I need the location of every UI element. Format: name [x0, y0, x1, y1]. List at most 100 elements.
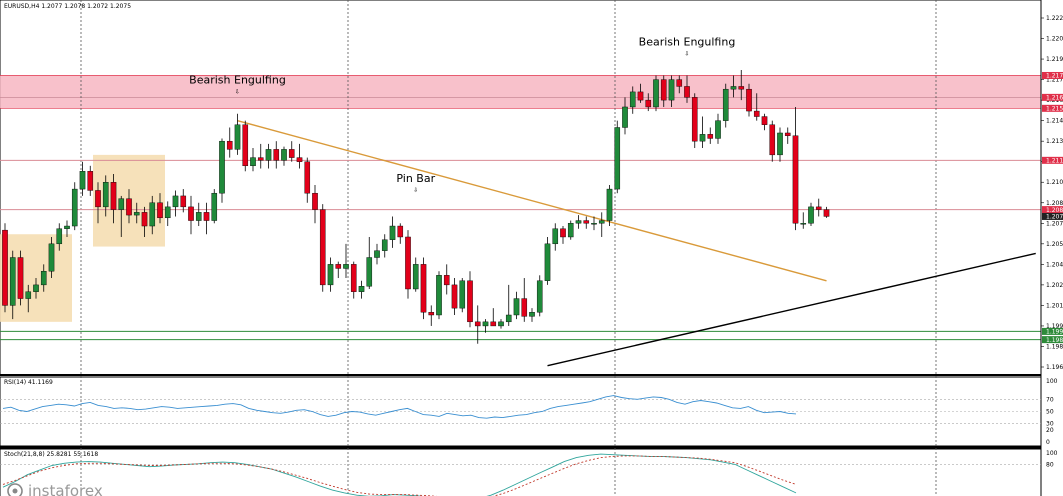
- candle-body: [389, 225, 396, 240]
- candle: [668, 75, 675, 107]
- candle-body: [397, 225, 404, 238]
- candle-body: [412, 264, 419, 290]
- candle: [389, 216, 396, 248]
- candle: [583, 216, 590, 229]
- candle: [567, 220, 574, 240]
- candle: [95, 182, 101, 224]
- candle-body: [591, 223, 597, 225]
- candle: [474, 305, 481, 344]
- candle: [327, 257, 334, 292]
- candle-body: [33, 284, 39, 292]
- candle-body: [521, 298, 528, 317]
- candle: [79, 161, 86, 196]
- candle-body: [598, 220, 605, 224]
- candle: [343, 243, 349, 279]
- candle-body: [707, 134, 714, 139]
- candle: [234, 113, 241, 155]
- annotation-arrow-icon: ⇩: [413, 187, 418, 194]
- candle: [265, 143, 272, 169]
- candle: [188, 195, 194, 235]
- level-price-tag: [1042, 156, 1063, 164]
- level-price-tag-label: 1.2154: [1046, 106, 1063, 113]
- candle-body: [808, 206, 814, 224]
- candle: [250, 148, 256, 172]
- candle: [792, 106, 799, 231]
- candle: [598, 212, 605, 237]
- candle: [560, 226, 566, 244]
- candle-body: [730, 86, 737, 90]
- candle: [722, 83, 729, 128]
- rsi-line: [2, 395, 797, 419]
- candle-body: [536, 280, 543, 313]
- candle-body: [296, 157, 303, 162]
- candle-body: [25, 291, 32, 299]
- candle-body: [48, 243, 55, 272]
- price-tick-label: 1.2055: [1046, 241, 1063, 248]
- candle: [17, 250, 24, 306]
- price-axis: 1.22201.22051.21901.21751.21601.21451.21…: [1040, 0, 1063, 496]
- candle: [707, 127, 714, 144]
- candle: [691, 93, 698, 149]
- candle: [126, 189, 132, 224]
- candle: [226, 127, 233, 158]
- candle: [296, 143, 303, 169]
- candle-body: [211, 192, 218, 221]
- candle: [33, 278, 39, 299]
- candle: [358, 280, 365, 299]
- candle-body: [560, 228, 566, 238]
- price-tick-label: 1.2130: [1046, 138, 1063, 145]
- candle: [715, 113, 721, 144]
- candle: [257, 143, 264, 169]
- candle: [304, 157, 311, 203]
- candle-body: [250, 157, 256, 167]
- candle: [110, 174, 117, 224]
- candle: [436, 271, 442, 320]
- candle: [335, 261, 342, 279]
- candle: [281, 146, 287, 166]
- candle-body: [482, 321, 489, 327]
- candle-body: [746, 88, 752, 112]
- candle: [800, 212, 807, 229]
- candle: [319, 204, 326, 292]
- candle: [591, 216, 597, 231]
- candle: [653, 75, 659, 112]
- level-price-tag-label: 1.2080: [1046, 207, 1063, 214]
- rsi-label: RSI(14) 41.1169: [4, 379, 53, 386]
- candle-body: [428, 312, 435, 316]
- candle-body: [335, 264, 342, 269]
- annotation-label: Bearish Engulfing: [639, 35, 736, 48]
- candle: [195, 202, 202, 227]
- candle-body: [273, 149, 280, 161]
- axis-background: [1041, 0, 1063, 496]
- candle-body: [660, 79, 667, 101]
- candle: [40, 264, 47, 292]
- candle: [467, 271, 473, 328]
- candle-body: [513, 298, 520, 316]
- candle: [784, 127, 791, 144]
- candle-body: [366, 257, 373, 287]
- price-tick-label: 1.2100: [1046, 179, 1063, 186]
- candle-body: [141, 212, 148, 227]
- candle: [219, 138, 225, 203]
- candle-body: [95, 190, 101, 208]
- candle: [637, 83, 644, 103]
- candle-body: [172, 195, 179, 208]
- candle: [660, 75, 667, 107]
- price-tick-label: 1.2205: [1046, 36, 1063, 43]
- candle-body: [653, 79, 659, 108]
- candle: [312, 184, 318, 224]
- candle-body: [761, 116, 768, 125]
- candle-body: [226, 140, 233, 150]
- candle: [815, 198, 822, 217]
- price-tick-label: 1.2145: [1046, 118, 1063, 125]
- price-tick-label: 1.1965: [1046, 364, 1063, 371]
- candle: [350, 261, 357, 299]
- candle: [366, 236, 373, 289]
- candle-body: [203, 212, 210, 221]
- candle: [505, 284, 512, 326]
- candle: [676, 75, 683, 94]
- candle-body: [722, 88, 729, 121]
- candle-body: [2, 229, 8, 306]
- candle: [629, 86, 636, 114]
